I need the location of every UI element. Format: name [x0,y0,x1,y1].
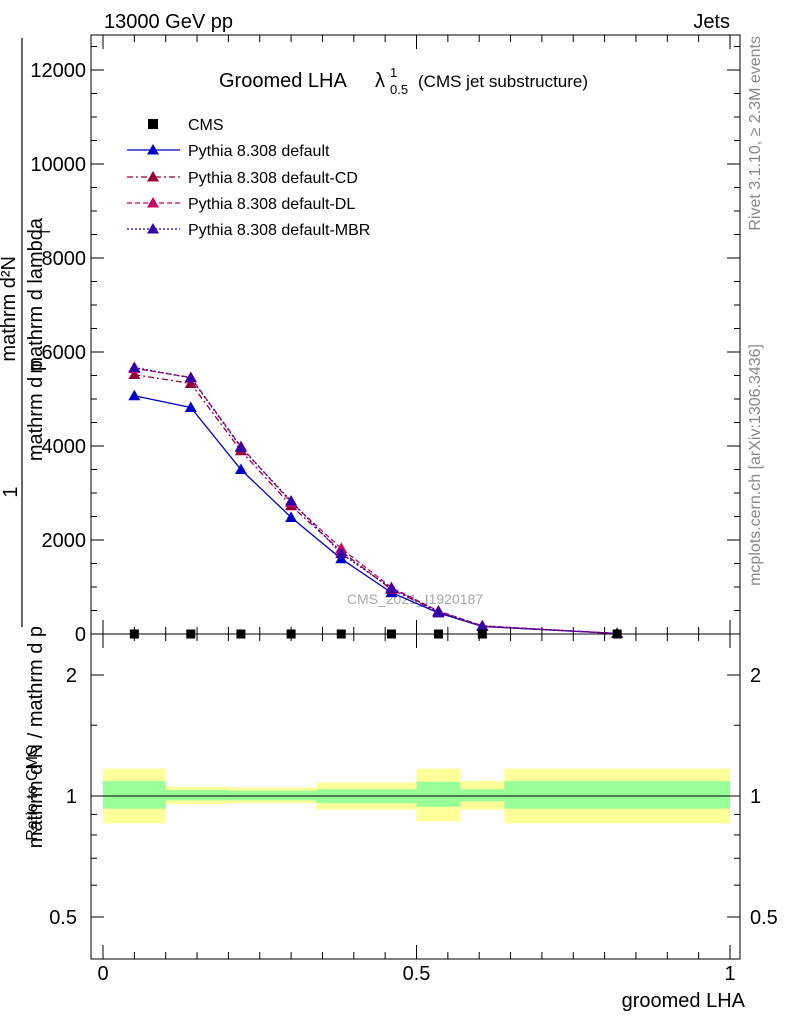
series-marker [285,511,298,522]
ylabel-middle: mathrm d p [25,360,47,461]
main-ytick-label: 0 [75,624,86,646]
legend-label: CMS [188,117,224,134]
title-suffix: (CMS jet substructure) [418,72,588,91]
ratio-band-inner [416,781,461,807]
main-ytick-label: 12000 [30,60,86,82]
rivet-label: Rivet 3.1.10, ≥ 2.3M events [747,36,764,231]
legend-marker [147,171,159,182]
series-marker [335,547,348,559]
cms-point [433,629,443,639]
cms-point [386,629,396,639]
ylabel-sub-t: T [37,227,53,236]
main-ytick-label: 8000 [42,248,87,270]
ratio-band-inner [103,780,166,809]
series-marker [128,368,141,380]
ratio-ytick-label: 0.5 [49,907,77,929]
series-marker [234,441,247,452]
series-marker [234,463,247,474]
legend-marker [147,197,159,208]
mcplots-label: mcplots.cern.ch [arXiv:1306.3436] [747,344,764,586]
cms-point [286,629,296,639]
main-ytick-label: 6000 [42,342,87,364]
ratio-band-inner [165,789,229,801]
series-marker [285,494,298,506]
ratio-xtick-label: 0.5 [403,963,431,985]
main-ytick-label: 4000 [42,436,87,458]
legend-label: Pythia 8.308 default [188,143,330,160]
plot-title: Groomed LHA λ 1 0.5 (CMS jet substructur… [219,65,588,97]
series-marker [128,389,141,401]
ratio-ytick-label-right: 2 [750,665,761,687]
title-main: Groomed LHA [219,70,347,92]
ratio-xtick-label: 0 [97,963,108,985]
ratio-ytick-label: 2 [66,665,77,687]
legend-marker [147,223,159,234]
ratio-band-inner [504,780,730,809]
series-marker [184,377,197,388]
main-y-axis-label: 1 mathrm d²N mathrm d p mathrm d lambda … [0,38,53,848]
x-axis-label: groomed LHA [622,990,746,1012]
header-process: Jets [693,11,730,33]
legend-label: Pythia 8.308 default-MBR [188,222,370,239]
analysis-watermark: CMS_2021_I1920187 [347,591,483,607]
legend-marker [147,144,159,155]
cms-point [612,629,622,639]
header-energy: 13000 GeV pp [104,11,233,33]
legend: CMS Pythia 8.308 default Pythia 8.308 defa… [127,117,370,239]
main-ytick-label: 10000 [30,154,86,176]
title-lambda: λ [375,70,385,92]
legend-label: Pythia 8.308 default-CD [188,170,358,187]
series-marker [128,361,141,373]
ylabel-one: 1 [0,486,22,497]
title-sub: 0.5 [390,82,408,97]
ratio-y-axis-label: Ratio to CMS [24,745,41,840]
series-marker [476,620,489,631]
cms-point [129,629,139,639]
ratio-xtick-label: 1 [724,963,735,985]
legend-label: Pythia 8.308 default-DL [188,196,355,213]
ratio-ytick-label: 1 [66,786,77,808]
cms-point [186,629,196,639]
ratio-bands [103,768,730,824]
series-marker [184,401,197,412]
ratio-band-inner [460,789,505,802]
ratio-ytick-label-right: 1 [750,786,761,808]
main-ytick-label: 2000 [42,530,87,552]
title-sup: 1 [390,65,397,80]
cms-point [477,629,487,639]
ylabel-bottom: mathrm d N / mathrm d p [25,626,47,848]
cms-point [236,629,246,639]
legend-cms-marker [148,119,158,129]
ratio-ytick-label-right: 0.5 [750,907,778,929]
series-marker [184,371,197,383]
ylabel-middle-2: mathrm d lambda [25,217,47,373]
series-marker [385,582,398,593]
cms-data-points [129,629,622,639]
series-marker [432,605,445,616]
ylabel-top: mathrm d²N [0,256,20,362]
cms-point [336,629,346,639]
